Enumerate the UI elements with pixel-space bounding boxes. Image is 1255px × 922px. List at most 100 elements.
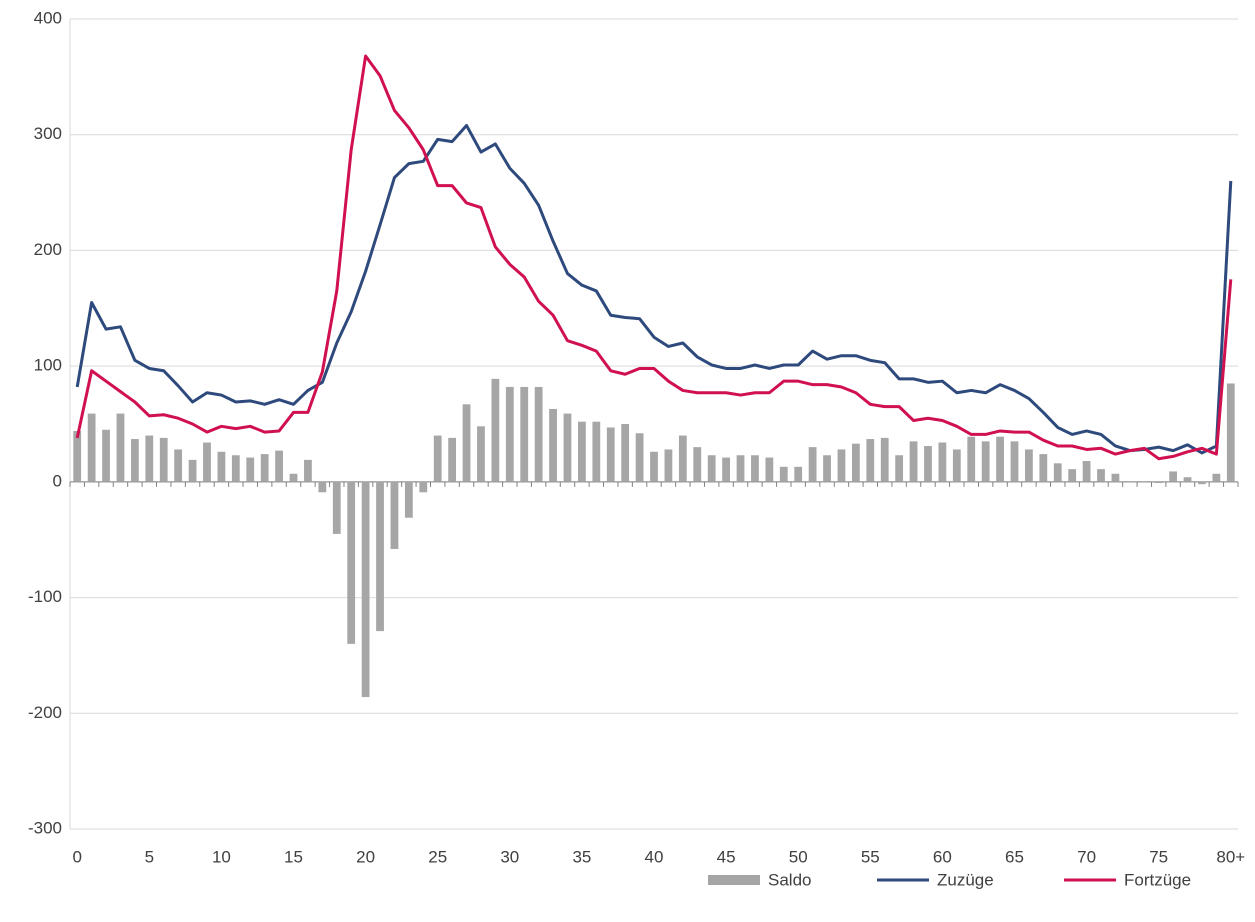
bar: [996, 436, 1004, 482]
bar: [203, 442, 211, 482]
bar: [318, 481, 327, 493]
bar: [635, 433, 644, 482]
y-tick-label: 200: [34, 240, 62, 259]
bar: [159, 437, 168, 482]
bar: [779, 466, 788, 482]
bar: [419, 481, 428, 493]
bar: [448, 437, 457, 482]
bar: [650, 451, 658, 482]
x-tick-label: 40: [645, 847, 664, 866]
y-tick-label: -300: [28, 818, 62, 837]
x-tick-label: 25: [428, 847, 447, 866]
bar: [1198, 481, 1206, 485]
bar: [693, 447, 702, 482]
bar: [794, 466, 803, 482]
bar: [534, 386, 543, 482]
x-tick-label: 50: [789, 847, 808, 866]
bar: [145, 435, 154, 482]
bar: [924, 445, 932, 482]
y-tick-label: -200: [28, 703, 62, 722]
bar: [1010, 441, 1019, 482]
bar: [866, 439, 875, 482]
bar: [967, 436, 976, 482]
x-tick-label: 0: [72, 847, 81, 866]
legend-label: Zuzüge: [937, 870, 994, 889]
bar: [880, 437, 889, 482]
bar: [87, 413, 96, 482]
bar: [304, 459, 312, 482]
line: [75, 54, 1233, 461]
x-tick-label: 75: [1149, 847, 1168, 866]
bar: [736, 455, 745, 482]
y-tick-label: -100: [28, 587, 62, 606]
bar: [563, 413, 572, 482]
bar: [823, 455, 831, 482]
bar: [102, 429, 110, 482]
bar: [707, 455, 716, 482]
bar: [1212, 473, 1221, 482]
bar: [808, 447, 817, 482]
bar: [188, 459, 197, 482]
bar: [505, 386, 514, 482]
bar: [217, 451, 226, 482]
bar: [332, 481, 341, 534]
bar: [404, 481, 413, 518]
y-tick-label: 400: [34, 8, 62, 27]
bar: [289, 473, 298, 482]
bar: [1183, 477, 1192, 482]
x-tick-label: 30: [500, 847, 519, 866]
y-tick-label: 0: [53, 471, 62, 490]
bar: [347, 481, 356, 644]
bar: [1097, 469, 1105, 482]
bar: [549, 408, 557, 482]
bar: [1068, 469, 1077, 482]
bar: [606, 427, 615, 482]
bar: [1154, 481, 1163, 484]
bar: [664, 449, 673, 482]
bar: [376, 481, 384, 632]
bar: [231, 455, 240, 482]
bar: [1169, 471, 1178, 482]
x-tick-label: 45: [717, 847, 736, 866]
bar: [361, 481, 370, 698]
bar: [433, 435, 442, 482]
bar: [621, 424, 630, 482]
bar: [1053, 463, 1062, 482]
bar: [116, 413, 125, 482]
bar: [578, 421, 586, 482]
bar: [275, 450, 283, 482]
bar: [491, 378, 500, 482]
bar: [130, 439, 139, 482]
x-tick-label: 35: [572, 847, 591, 866]
bar: [246, 457, 255, 482]
x-tick-label: 15: [284, 847, 303, 866]
x-tick-label: 65: [1005, 847, 1024, 866]
bar: [981, 441, 990, 482]
bar: [938, 442, 947, 482]
bar: [1039, 454, 1048, 482]
bar: [751, 455, 759, 482]
legend-swatch: [708, 875, 760, 885]
bar: [477, 426, 485, 482]
bar: [722, 457, 730, 482]
x-tick-label: 60: [933, 847, 952, 866]
bar: [174, 449, 183, 482]
bar: [462, 404, 471, 482]
bar: [678, 435, 687, 482]
x-tick-label: 80+: [1216, 847, 1245, 866]
x-tick-label: 55: [861, 847, 880, 866]
bar: [592, 421, 601, 482]
legend-label: Fortzüge: [1124, 870, 1191, 889]
bar: [952, 449, 961, 482]
x-tick-label: 70: [1077, 847, 1096, 866]
x-tick-label: 5: [145, 847, 154, 866]
legend-label: Saldo: [768, 870, 811, 889]
line: [75, 123, 1233, 455]
bar: [1082, 461, 1091, 482]
bar: [909, 441, 918, 482]
bar: [520, 386, 529, 482]
bar: [73, 430, 82, 482]
bar: [390, 481, 399, 549]
bar: [1226, 383, 1235, 482]
